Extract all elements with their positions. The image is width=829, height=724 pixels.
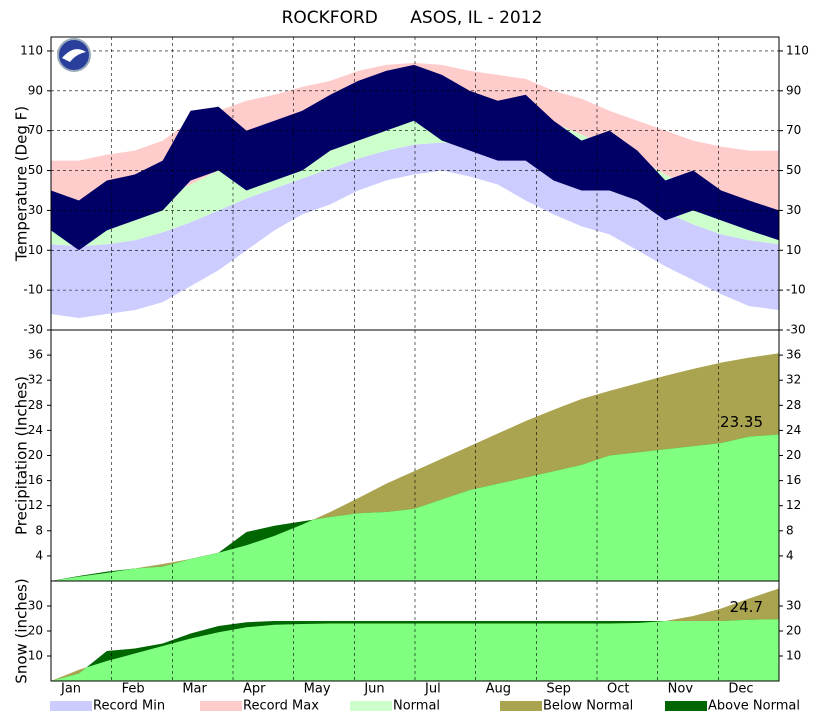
legend-label: Below Normal <box>543 699 633 714</box>
x-tick-label: Feb <box>122 682 145 697</box>
y-tick-label: -30 <box>23 323 43 337</box>
observed-below-normal <box>51 619 779 681</box>
x-tick-label: Jan <box>60 682 81 697</box>
y-axis-label: Precipitation (Inches) <box>13 376 31 535</box>
panel-frame <box>50 580 780 682</box>
x-tick-label: Nov <box>668 682 694 697</box>
legend-swatch <box>50 701 92 711</box>
y2-tick-label: 20 <box>786 624 801 638</box>
legend-label: Normal <box>393 699 440 714</box>
legend-label: Record Min <box>93 699 165 714</box>
x-tick-label: Mar <box>182 682 207 697</box>
y-axis-label: Temperature (Deg F) <box>13 106 31 262</box>
y-tick-label: 90 <box>28 83 43 97</box>
y2-tick-label: 16 <box>786 473 801 487</box>
legend-swatch <box>350 701 392 711</box>
y2-tick-label: -10 <box>786 283 806 297</box>
y2-tick-label: 36 <box>786 348 801 362</box>
y2-tick-label: 30 <box>786 203 801 217</box>
y-tick-label: 24 <box>28 423 43 437</box>
y2-tick-label: 12 <box>786 498 801 512</box>
y-tick-label: 70 <box>28 123 43 137</box>
y-tick-label: 12 <box>28 498 43 512</box>
y-tick-label: 10 <box>28 243 43 257</box>
x-tick-label: May <box>304 682 331 697</box>
y-tick-label: 110 <box>20 43 43 57</box>
y2-tick-label: 28 <box>786 398 801 412</box>
x-tick-label: Sep <box>546 682 571 697</box>
y2-tick-label: 4 <box>786 548 794 562</box>
x-tick-label: Jun <box>363 682 384 697</box>
y-axis-label: Snow (inches) <box>13 578 31 683</box>
observed-temperature <box>51 64 779 251</box>
y-tick-label: 4 <box>35 548 43 562</box>
y2-tick-label: 24 <box>786 423 801 437</box>
y-tick-label: 30 <box>28 599 43 613</box>
y-tick-label: 16 <box>28 473 43 487</box>
legend-swatch <box>200 701 242 711</box>
legend-label: Record Max <box>243 699 319 714</box>
x-tick-label: Apr <box>243 682 266 697</box>
y-tick-label: 28 <box>28 398 43 412</box>
x-tick-label: Aug <box>486 682 511 697</box>
legend-swatch <box>500 701 542 711</box>
x-tick-label: Oct <box>607 682 629 697</box>
legend-label: Above Normal <box>708 699 800 714</box>
y-tick-label: -10 <box>23 283 43 297</box>
y2-tick-label: 70 <box>786 123 801 137</box>
logo-bird <box>62 49 86 62</box>
y-tick-label: 32 <box>28 373 43 387</box>
y-tick-label: 36 <box>28 348 43 362</box>
y2-tick-label: 32 <box>786 373 801 387</box>
y2-tick-label: 90 <box>786 83 801 97</box>
y-tick-label: 20 <box>28 624 43 638</box>
y-tick-label: 10 <box>28 649 43 663</box>
y2-tick-label: 30 <box>786 599 801 613</box>
y2-tick-label: 20 <box>786 448 801 462</box>
y-tick-label: 8 <box>35 523 43 537</box>
y-tick-label: 30 <box>28 203 43 217</box>
y2-tick-label: 10 <box>786 243 801 257</box>
total-label: 24.7 <box>730 598 763 616</box>
x-tick-label: Jul <box>424 682 441 697</box>
total-label: 23.35 <box>720 413 763 431</box>
y2-tick-label: 110 <box>786 43 809 57</box>
y2-tick-label: -30 <box>786 323 806 337</box>
legend-swatch <box>665 701 707 711</box>
chart-title: ROCKFORD ASOS, IL - 2012 <box>282 8 543 28</box>
y2-tick-label: 8 <box>786 523 794 537</box>
y2-tick-label: 50 <box>786 163 801 177</box>
x-tick-label: Dec <box>728 682 753 697</box>
y-tick-label: 20 <box>28 448 43 462</box>
y2-tick-label: 10 <box>786 649 801 663</box>
y-tick-label: 50 <box>28 163 43 177</box>
